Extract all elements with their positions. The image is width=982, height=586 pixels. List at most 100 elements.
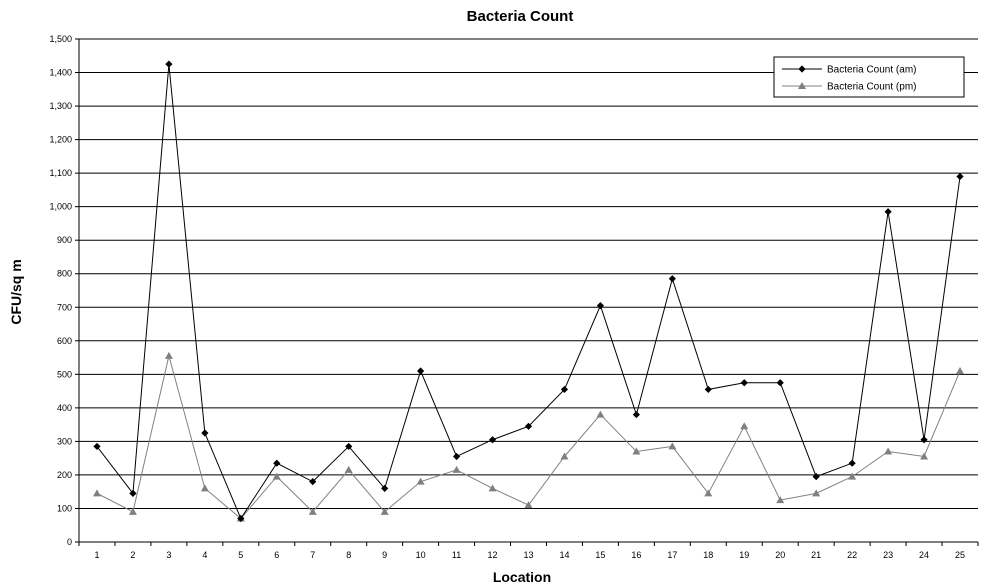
data-point <box>452 465 461 473</box>
data-point <box>381 484 389 492</box>
data-point <box>668 442 677 450</box>
axes <box>78 39 978 543</box>
data-point <box>345 442 353 451</box>
y-axis-label: CFU/sq m <box>8 259 24 324</box>
x-tick-label: 10 <box>416 550 426 560</box>
data-point <box>308 507 317 515</box>
x-tick-label: 18 <box>703 550 713 560</box>
data-point <box>560 385 569 394</box>
x-tick-label: 1 <box>94 550 99 560</box>
data-point <box>129 489 137 497</box>
data-point <box>632 447 641 455</box>
x-tick-label: 23 <box>883 550 893 560</box>
x-tick-label: 4 <box>202 550 207 560</box>
y-axis-ticks: 0 100 200 300 400 500 600 700 800 900 1,000 1,100 1,… <box>49 34 79 547</box>
y-tick-label: 700 <box>57 302 72 312</box>
data-point <box>596 410 605 418</box>
x-tick-label: 3 <box>166 550 171 560</box>
x-axis-ticks: 1 2 3 4 5 6 7 8 9 10 11 12 13 14 15 16 17 18 19 20 21 22 23 24 2… <box>78 542 979 560</box>
y-tick-label: 1,400 <box>49 68 72 78</box>
data-point <box>488 436 497 444</box>
data-point <box>776 496 785 504</box>
legend-swatch-marker <box>798 82 806 89</box>
y-tick-label: 1,500 <box>49 34 72 44</box>
data-point <box>524 501 533 509</box>
data-point <box>704 489 713 497</box>
y-tick-label: 1,200 <box>49 135 72 145</box>
x-tick-label: 5 <box>238 550 243 560</box>
y-tick-label: 600 <box>57 336 72 346</box>
data-point <box>920 452 929 460</box>
data-point <box>740 422 749 430</box>
y-tick-label: 1,100 <box>49 168 72 178</box>
x-tick-label: 13 <box>523 550 533 560</box>
data-point <box>273 459 281 467</box>
y-tick-label: 900 <box>57 235 72 245</box>
x-tick-label: 7 <box>310 550 315 560</box>
series-am <box>93 60 964 523</box>
data-point <box>344 465 353 473</box>
data-point <box>812 489 821 497</box>
data-point <box>956 366 965 374</box>
data-point <box>848 472 857 480</box>
y-tick-label: 100 <box>57 503 72 513</box>
series-line <box>96 64 961 520</box>
y-tick-label: 400 <box>57 403 72 413</box>
data-point <box>416 477 425 485</box>
series-line <box>96 355 961 520</box>
legend-label: Bacteria Count (am) <box>827 65 916 76</box>
data-point <box>165 60 173 68</box>
y-tick-label: 1,300 <box>49 101 72 111</box>
data-point <box>848 459 856 467</box>
x-tick-label: 25 <box>955 550 965 560</box>
x-tick-label: 22 <box>847 550 857 560</box>
x-tick-label: 19 <box>739 550 749 560</box>
y-tick-label: 1,000 <box>49 202 72 212</box>
data-point <box>524 422 533 430</box>
y-tick-label: 200 <box>57 470 72 480</box>
chart-title: Bacteria Count <box>467 8 574 25</box>
data-point <box>92 489 101 497</box>
legend-box <box>773 56 965 98</box>
x-tick-label: 11 <box>452 550 461 560</box>
y-tick-label: 0 <box>67 537 72 547</box>
legend-swatch-marker <box>798 65 806 73</box>
data-point <box>884 208 892 216</box>
series-pm <box>92 351 965 522</box>
x-tick-label: 8 <box>346 550 351 560</box>
data-point <box>596 301 605 310</box>
x-tick-label: 24 <box>919 550 929 560</box>
data-point <box>237 514 245 523</box>
data-point <box>704 385 712 394</box>
x-tick-label: 9 <box>382 550 387 560</box>
data-point <box>164 351 173 359</box>
y-tick-label: 300 <box>57 436 72 446</box>
legend-label: Bacteria Count (pm) <box>827 82 916 93</box>
data-point <box>920 436 928 444</box>
data-point <box>128 507 137 515</box>
data-point <box>272 472 281 480</box>
data-point <box>776 379 784 387</box>
x-tick-label: 6 <box>274 550 279 560</box>
data-point <box>380 507 389 515</box>
x-tick-label: 17 <box>667 550 677 560</box>
data-point <box>884 447 893 455</box>
data-point <box>200 484 209 492</box>
x-tick-label: 14 <box>559 550 569 560</box>
data-point <box>560 452 569 460</box>
x-tick-label: 20 <box>775 550 785 560</box>
legend: Bacteria Count (am) Bacteria Count (pm) <box>773 56 965 98</box>
data-point <box>201 429 209 437</box>
x-tick-label: 2 <box>130 550 135 560</box>
data-point <box>956 172 964 181</box>
data-point <box>309 478 317 486</box>
x-tick-label: 16 <box>631 550 641 560</box>
x-tick-label: 21 <box>811 550 821 560</box>
x-tick-label: 15 <box>595 550 605 560</box>
data-point <box>740 379 748 387</box>
data-point <box>812 473 820 481</box>
data-point <box>93 442 101 451</box>
data-point <box>488 484 497 492</box>
x-axis-label: Location <box>493 569 551 585</box>
